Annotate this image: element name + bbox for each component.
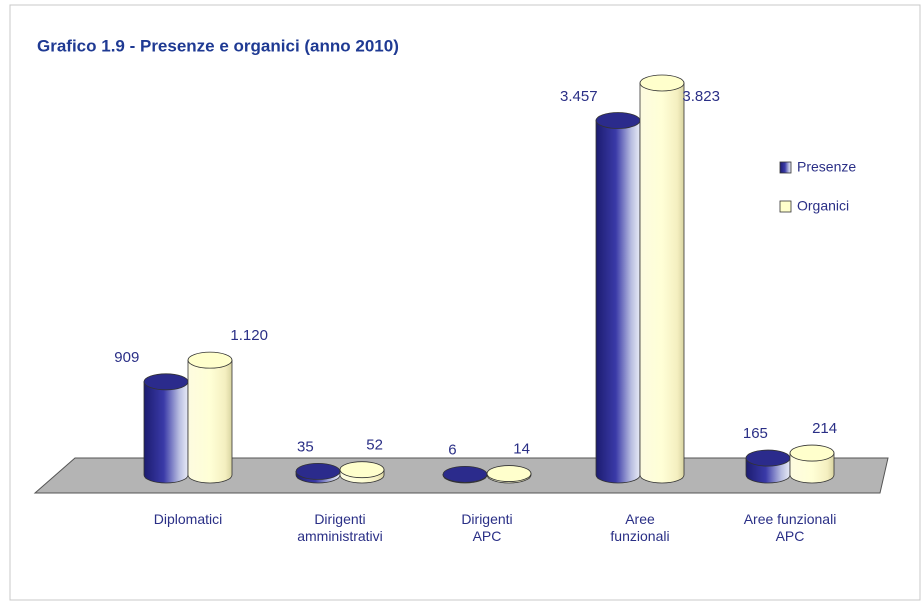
x-tick-label: Diplomatici <box>154 511 222 527</box>
cylinder <box>143 373 189 484</box>
value-label: 52 <box>366 437 383 454</box>
cylinder <box>187 351 233 484</box>
value-label: 1.120 <box>230 327 268 344</box>
value-label: 214 <box>812 420 837 437</box>
cylinder-body <box>143 381 189 484</box>
x-tick-label: Dirigenti amministrativi <box>297 511 383 544</box>
legend-label: Organici <box>797 198 849 214</box>
legend-swatch <box>779 161 792 174</box>
label-line: Diplomatici <box>154 511 222 527</box>
label-line: Dirigenti <box>314 511 365 527</box>
cylinder-top <box>187 351 233 369</box>
cylinder-top <box>639 74 685 92</box>
cylinder-top <box>486 465 532 482</box>
cylinder-top <box>339 461 385 479</box>
x-tick-label: Dirigenti APC <box>461 511 512 544</box>
label-line: funzionali <box>610 528 669 544</box>
label-line: APC <box>473 528 502 544</box>
label-line: Dirigenti <box>461 511 512 527</box>
value-label: 35 <box>297 438 314 455</box>
chart-title: Grafico 1.9 - Presenze e organici (anno … <box>37 36 399 55</box>
cylinder <box>595 112 641 484</box>
cylinder-top <box>143 373 189 391</box>
cylinder <box>486 465 532 484</box>
cylinder <box>789 444 835 484</box>
label-line: Aree funzionali <box>744 511 837 527</box>
cylinder-top <box>295 463 341 480</box>
label-line: Aree <box>625 511 655 527</box>
x-tick-label: Aree funzionali <box>610 511 669 544</box>
value-label: 14 <box>513 441 530 458</box>
cylinder <box>339 461 385 484</box>
legend-label: Presenze <box>797 159 856 175</box>
cylinder-top <box>442 465 488 483</box>
frame <box>9 4 921 601</box>
value-label: 909 <box>114 349 139 366</box>
cylinder-body <box>187 359 233 484</box>
label-line: APC <box>776 528 805 544</box>
cylinder-body <box>595 120 641 484</box>
cylinder-body <box>789 452 835 484</box>
cylinder <box>639 74 685 484</box>
cylinder-top <box>595 112 641 129</box>
value-label: 3.457 <box>560 88 598 105</box>
x-tick-label: Aree funzionali APC <box>744 511 837 544</box>
cylinder-top <box>789 444 835 462</box>
legend-swatch <box>779 200 792 213</box>
value-label: 6 <box>448 441 456 458</box>
cylinder <box>295 463 341 484</box>
cylinder <box>442 465 488 484</box>
value-label: 3.823 <box>682 88 720 105</box>
cylinder-top <box>745 449 791 467</box>
value-label: 165 <box>743 425 768 442</box>
cylinder-body <box>639 82 685 484</box>
label-line: amministrativi <box>297 528 383 544</box>
cylinder <box>745 449 791 484</box>
